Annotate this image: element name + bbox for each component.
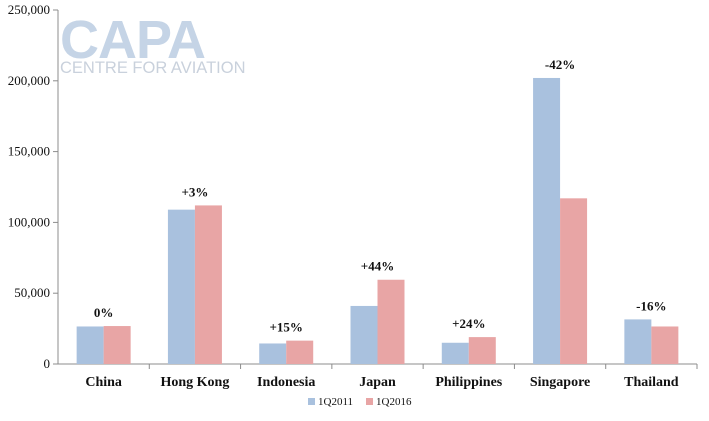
y-tick-label: 0 (44, 356, 51, 371)
change-annotation: -42% (545, 57, 575, 72)
y-tick-label: 100,000 (8, 214, 50, 229)
legend-label: 1Q2011 (318, 396, 353, 408)
bar-1Q2016-china (103, 326, 131, 364)
change-annotation: +3% (181, 184, 208, 199)
bar-1Q2016-singapore (560, 198, 588, 364)
change-annotation: 0% (94, 305, 114, 320)
bar-1Q2016-hong-kong (194, 205, 222, 364)
change-annotation: +44% (361, 259, 394, 274)
x-tick-label: Hong Kong (160, 375, 229, 390)
change-annotation: -16% (636, 298, 666, 313)
change-annotation: +15% (270, 320, 303, 335)
bar-1Q2016-japan (377, 279, 405, 364)
legend-swatch (366, 398, 373, 405)
legend-swatch (308, 398, 315, 405)
bar-1Q2011-japan (350, 305, 378, 364)
x-tick-label: Singapore (530, 375, 590, 390)
capa-logo: CAPA CENTRE FOR AVIATION (60, 10, 246, 77)
x-tick-label: Indonesia (257, 375, 315, 390)
change-annotation: +24% (452, 316, 485, 331)
bar-1Q2011-hong-kong (167, 209, 195, 364)
legend: 1Q2011 1Q2016 (308, 396, 412, 408)
x-tick-label: Philippines (435, 375, 502, 390)
x-tick-label: China (85, 375, 122, 390)
labels: China 0% Hong Kong +3% Indonesia +15% Japan +44… (85, 57, 678, 390)
bar-1Q2011-china (76, 326, 104, 364)
x-tick-label: Japan (359, 375, 396, 390)
bar-1Q2016-philippines (468, 337, 496, 364)
y-tick-label: 50,000 (14, 285, 50, 300)
y-tick-label: 150,000 (8, 144, 50, 159)
x-tick-label: Thailand (624, 375, 679, 390)
y-tick-label: 200,000 (8, 73, 50, 88)
bar-1Q2011-singapore (533, 77, 561, 364)
bar-1Q2011-philippines (441, 342, 469, 364)
bars (76, 77, 679, 364)
y-tick-label: 250,000 (8, 2, 50, 17)
bar-1Q2016-thailand (651, 326, 679, 364)
bar-1Q2011-indonesia (259, 343, 287, 364)
logo-main-text: CAPA (60, 10, 205, 70)
legend-label: 1Q2016 (376, 396, 412, 408)
bar-1Q2011-thailand (624, 319, 652, 364)
logo-sub-text: CENTRE FOR AVIATION (60, 59, 246, 77)
bar-1Q2016-indonesia (286, 340, 314, 364)
